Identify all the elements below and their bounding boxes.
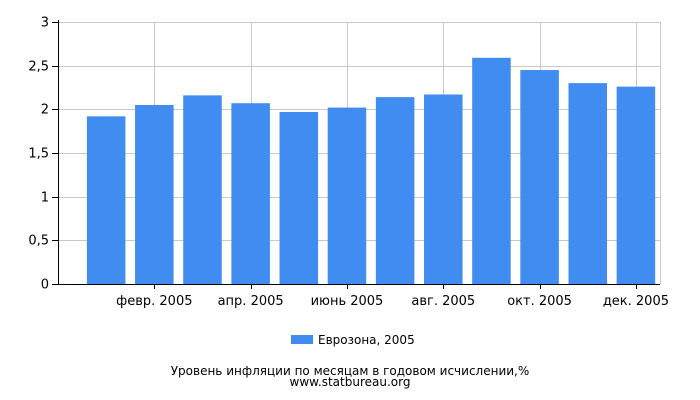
bar — [568, 83, 608, 284]
bar — [424, 94, 463, 284]
bar — [327, 107, 367, 284]
source-url: www.statbureau.org — [290, 375, 411, 389]
bar — [279, 111, 319, 284]
y-tick-label: 1 — [41, 191, 49, 206]
bar — [183, 95, 222, 284]
y-tick-label: 0 — [41, 278, 49, 293]
bar — [520, 70, 559, 285]
bar — [616, 86, 656, 284]
bar — [231, 103, 270, 284]
x-tick-labels: февр. 2005 апр. 2005 июнь 2005 авг. 2005 окт… — [116, 294, 669, 309]
x-tick-label: авг. 2005 — [411, 294, 475, 309]
chart-title: Уровень инфляции по месяцам в годовом ис… — [171, 364, 530, 378]
bar — [375, 97, 415, 285]
legend-label: Еврозона, 2005 — [318, 333, 415, 347]
y-tick-label: 2,5 — [28, 60, 49, 75]
x-tick-label: июнь 2005 — [311, 294, 384, 309]
y-tick-label: 1,5 — [28, 147, 49, 162]
y-tick-label: 2 — [41, 103, 49, 118]
y-tick-label: 0,5 — [28, 234, 49, 249]
x-tick-label: февр. 2005 — [116, 294, 192, 309]
y-tick-labels: 0 0,5 1 1,5 2 2,5 3 — [28, 16, 49, 293]
legend-swatch — [291, 335, 313, 344]
bar — [86, 116, 126, 284]
axes — [52, 20, 660, 289]
x-tick-label: окт. 2005 — [507, 294, 572, 309]
legend: Еврозона, 2005 — [291, 333, 415, 347]
bar — [135, 104, 174, 284]
x-tick-label: дек. 2005 — [603, 294, 669, 309]
y-tick-label: 3 — [41, 16, 49, 31]
x-tick-label: апр. 2005 — [218, 294, 284, 309]
bars — [86, 57, 656, 285]
bar — [472, 57, 511, 284]
